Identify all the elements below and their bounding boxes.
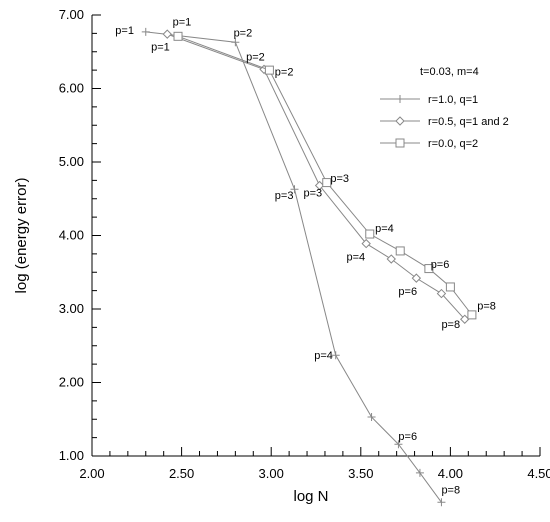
point-annotation: p=2 <box>275 66 294 78</box>
data-point <box>411 273 422 283</box>
legend-label: r=0.5, q=1 and 2 <box>428 116 509 128</box>
x-tick-label: 4.50 <box>527 466 550 481</box>
point-annotation: p=6 <box>431 259 450 271</box>
data-point <box>424 264 434 274</box>
data-point <box>290 185 299 194</box>
series-line <box>167 33 466 320</box>
data-point <box>367 413 376 422</box>
x-tick-label: 3.00 <box>259 466 284 481</box>
x-tick-label: 2.00 <box>79 466 104 481</box>
series-3 <box>173 31 477 320</box>
legend-item: r=0.0, q=2 <box>380 138 478 150</box>
data-point <box>322 178 332 188</box>
y-axis-label: log (energy error) <box>13 178 30 294</box>
point-annotation: p=8 <box>441 319 460 331</box>
point-annotation: p=3 <box>303 188 322 200</box>
axes: 1.00 2.00 3.00 4.00 5.00 6.00 7.00 2.00 2.50 3.00… <box>13 7 550 505</box>
x-tick-label: 3.50 <box>348 466 373 481</box>
point-annotation: p=1 <box>115 25 134 37</box>
legend-item: r=1.0, q=1 <box>380 94 478 106</box>
data-point <box>361 238 371 249</box>
point-annotation: p=4 <box>375 223 394 235</box>
data-point <box>394 440 403 449</box>
data-point <box>314 180 325 191</box>
data-point <box>460 314 470 324</box>
point-annotation: p=8 <box>441 484 460 496</box>
data-point <box>415 468 424 477</box>
point-annotation: p=3 <box>330 173 349 185</box>
data-point <box>436 288 447 299</box>
point-annotation: p=1 <box>173 16 192 28</box>
y-tick-label: 7.00 <box>59 7 84 22</box>
y-tick-label: 2.00 <box>59 375 84 390</box>
series-line <box>177 35 473 316</box>
data-point <box>365 229 375 239</box>
data-point <box>467 310 477 320</box>
data-point <box>231 38 240 47</box>
legend: t=0.03, m=4 r=1.0, q=1 r=0.5, q=1 and 2 r=0… <box>380 66 509 150</box>
y-tick-label: 4.00 <box>59 228 84 243</box>
point-annotation: p=2 <box>246 52 265 64</box>
legend-title: t=0.03, m=4 <box>420 66 479 78</box>
point-annotation: p=3 <box>275 190 294 202</box>
data-point <box>264 65 274 75</box>
y-tick-label: 6.00 <box>59 81 84 96</box>
y-tick-label: 3.00 <box>59 301 84 316</box>
point-annotation: p=8 <box>477 301 496 313</box>
series-layer <box>141 27 477 507</box>
legend-label: r=0.0, q=2 <box>428 138 478 150</box>
legend-label: r=1.0, q=1 <box>428 94 478 106</box>
point-annotation: p=6 <box>398 286 417 298</box>
data-point <box>395 246 405 256</box>
x-tick-label: 4.00 <box>438 466 463 481</box>
data-point <box>331 351 340 360</box>
data-point <box>162 29 172 39</box>
legend-marker <box>395 138 405 148</box>
legend-item: r=0.5, q=1 and 2 <box>380 116 509 128</box>
x-tick-label: 2.50 <box>169 466 194 481</box>
series-1 <box>141 27 446 507</box>
data-point <box>173 31 183 41</box>
point-annotation: p=1 <box>151 41 170 53</box>
series-line <box>145 31 442 503</box>
point-annotation: p=2 <box>234 27 253 39</box>
legend-marker <box>395 116 405 126</box>
y-tick-label: 5.00 <box>59 154 84 169</box>
annotation-layer: p=1 p=1 p=1 p=2 p=2 p=2 p=3 p=3 p=3 p=4 p=4 p=4 p=6 p… <box>115 16 496 496</box>
x-axis-label: log N <box>293 488 328 505</box>
y-tick-label: 1.00 <box>59 448 84 463</box>
data-point <box>437 498 446 507</box>
data-point <box>141 27 150 36</box>
point-annotation: p=4 <box>346 251 365 263</box>
point-annotation: p=4 <box>314 350 333 362</box>
point-annotation: p=6 <box>398 431 417 443</box>
data-point <box>386 254 396 264</box>
legend-marker <box>396 95 404 103</box>
data-point <box>445 282 455 292</box>
